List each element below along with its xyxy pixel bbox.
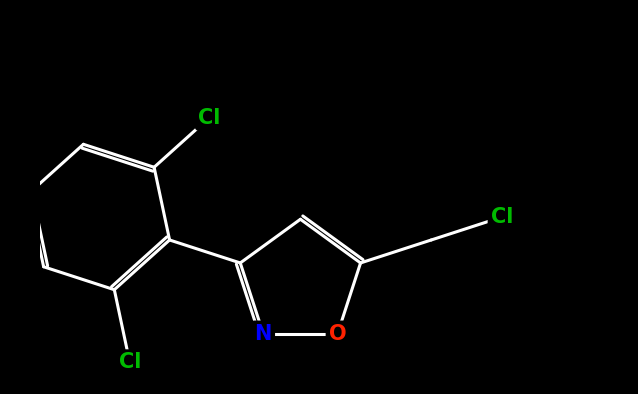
Text: N: N <box>255 323 272 344</box>
Text: Cl: Cl <box>491 207 513 227</box>
Text: O: O <box>329 323 346 344</box>
Text: Cl: Cl <box>119 353 141 372</box>
Text: Cl: Cl <box>198 108 221 128</box>
